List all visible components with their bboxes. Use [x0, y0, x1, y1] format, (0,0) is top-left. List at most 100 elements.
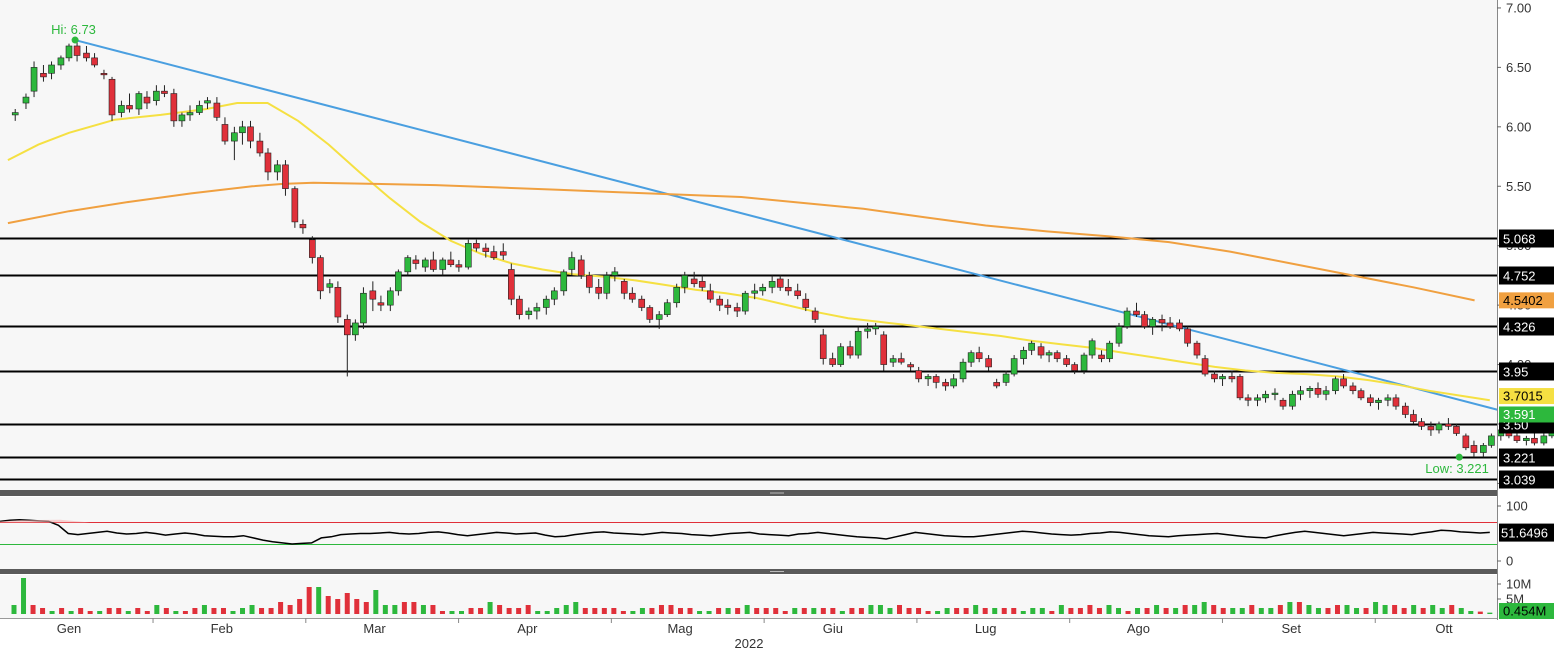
- level-tag-box: [1499, 229, 1554, 248]
- candle-body: [1418, 421, 1425, 427]
- month-tick-label: Apr: [517, 621, 538, 636]
- candle-body: [1063, 358, 1070, 365]
- volume-bar: [439, 611, 445, 614]
- volume-bar: [1325, 608, 1331, 614]
- candle-body: [560, 271, 568, 292]
- candle-body: [1540, 435, 1548, 444]
- candle-body: [1236, 376, 1244, 399]
- ma200-line: [7, 181, 1475, 302]
- candle-body: [1045, 352, 1053, 356]
- candle-body: [611, 271, 619, 276]
- candle-body: [784, 286, 792, 292]
- volume-bar: [582, 608, 588, 614]
- volume-bar: [21, 578, 27, 614]
- month-tick-label: Set: [1281, 621, 1301, 636]
- candle-body: [291, 188, 299, 223]
- volume-bar: [849, 608, 855, 614]
- candle-body: [1453, 426, 1460, 434]
- volume-bar: [620, 611, 626, 614]
- candle-body: [1349, 385, 1357, 392]
- volume-bar: [839, 611, 845, 614]
- volume-bar: [1154, 605, 1160, 614]
- volume-bar: [1182, 605, 1188, 614]
- candle-body: [153, 90, 160, 101]
- volume-bar: [497, 605, 503, 614]
- volume-bar: [668, 605, 674, 614]
- volume-bar: [592, 608, 598, 614]
- candle-body: [143, 96, 151, 104]
- candle-body: [1410, 414, 1417, 422]
- volume-bar: [1201, 602, 1207, 614]
- candle-body: [239, 126, 246, 134]
- volume-bar: [259, 608, 265, 614]
- volume-bar: [459, 611, 465, 614]
- candle-body: [854, 330, 862, 356]
- rsi-tick-label: 100: [1506, 499, 1528, 514]
- candle-body: [516, 298, 523, 315]
- candle-body: [880, 334, 888, 365]
- volume-bar: [716, 608, 722, 614]
- candle-body: [681, 275, 689, 288]
- volume-bar: [811, 608, 817, 614]
- candle-body: [135, 93, 143, 110]
- candle-body: [100, 73, 108, 76]
- volume-bar: [754, 608, 760, 614]
- month-tick-label: Lug: [975, 621, 997, 636]
- volume-bar: [935, 611, 941, 614]
- candle-body: [872, 326, 879, 330]
- candle-body: [161, 90, 168, 94]
- volume-bar: [563, 605, 569, 614]
- candle-body: [802, 298, 810, 308]
- candle-body: [1322, 390, 1330, 395]
- volume-bar: [59, 608, 65, 614]
- volume-bar: [154, 605, 160, 614]
- volume-bar: [944, 608, 950, 614]
- candle-body: [1166, 322, 1174, 327]
- candle-body: [1306, 388, 1314, 392]
- volume-bar: [1239, 608, 1245, 614]
- volume-bar: [116, 608, 122, 614]
- volume-bar: [678, 608, 684, 614]
- candle-body: [1357, 390, 1365, 399]
- candle-body: [1340, 378, 1347, 387]
- candle-body: [360, 292, 367, 324]
- candle-body: [1002, 373, 1010, 383]
- volume-bar: [1334, 605, 1340, 614]
- candle-body: [196, 105, 203, 113]
- rsi-value-tag-box: [1499, 523, 1554, 542]
- volume-bar: [325, 596, 331, 614]
- candle-body: [638, 298, 646, 308]
- candle-body: [1279, 399, 1287, 407]
- candle-body: [186, 112, 194, 116]
- volume-bar: [1382, 605, 1388, 614]
- candle-body: [577, 259, 585, 276]
- volume-bar: [11, 605, 17, 614]
- candle-body: [1488, 435, 1495, 446]
- volume-bar: [706, 611, 712, 614]
- month-tick-label: Ago: [1127, 621, 1150, 636]
- level-tag-label: 4.326: [1503, 320, 1536, 335]
- candle-body: [369, 290, 377, 300]
- candle-body: [274, 164, 281, 173]
- volume-bar: [1135, 608, 1141, 614]
- volume-bar: [725, 608, 731, 614]
- high-label: Hi: 6.73: [51, 22, 96, 37]
- volume-bar: [363, 602, 369, 614]
- volume-bar: [982, 608, 988, 614]
- candle-body: [118, 105, 125, 113]
- candle-body: [1271, 392, 1279, 395]
- low-marker: [1455, 453, 1463, 461]
- volume-bar: [697, 611, 703, 614]
- volume-bar: [316, 587, 322, 614]
- price-panel-background: [0, 0, 1497, 490]
- candle-body: [387, 290, 394, 306]
- volume-bar: [649, 608, 655, 614]
- rsi-overbought-fill: [0, 519, 90, 523]
- candle-body: [794, 290, 801, 296]
- candle-body: [1123, 310, 1131, 327]
- volume-bar: [877, 605, 883, 614]
- candle-body: [1201, 358, 1209, 375]
- candle-body: [404, 257, 412, 273]
- volume-bar: [963, 608, 969, 614]
